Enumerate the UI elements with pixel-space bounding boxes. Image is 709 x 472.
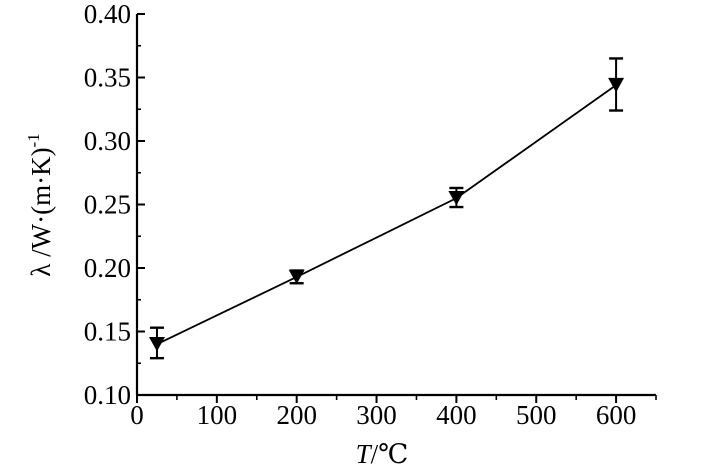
x-axis-title-symbol: T [356, 439, 373, 469]
data-point [288, 269, 305, 285]
series-line [156, 84, 617, 346]
y-axis-title-superscript: -1 [24, 133, 43, 147]
data-point [608, 77, 625, 93]
y-tick-label: 0.25 [84, 190, 131, 220]
y-tick-label: 0.35 [84, 63, 131, 93]
y-tick-label: 0.10 [84, 380, 131, 410]
y-tick-label: 0.15 [84, 317, 131, 347]
y-tick-label: 0.20 [84, 253, 131, 283]
y-axis-title: λ /W·(m·K)-1 [24, 133, 56, 276]
y-axis-title-main: λ /W·(m·K) [26, 147, 56, 276]
data-point [448, 190, 465, 206]
x-tick-label: 400 [436, 400, 477, 430]
x-tick-label: 300 [356, 400, 397, 430]
y-tick-label: 0.30 [84, 126, 131, 156]
x-tick-label: 100 [197, 400, 238, 430]
x-tick-label: 200 [276, 400, 317, 430]
y-tick-label: 0.40 [84, 0, 131, 29]
x-tick-label: 500 [516, 400, 557, 430]
x-axis-title: T/℃ [356, 439, 409, 469]
x-tick-label: 0 [130, 400, 144, 430]
x-tick-label: 600 [596, 400, 637, 430]
x-axis-title-unit: /℃ [371, 439, 409, 469]
data-point [148, 337, 165, 352]
plot-area: 0.10 0.15 0.20 0.25 0.30 0.35 0.40 0 100 200 300 40… [84, 0, 657, 430]
